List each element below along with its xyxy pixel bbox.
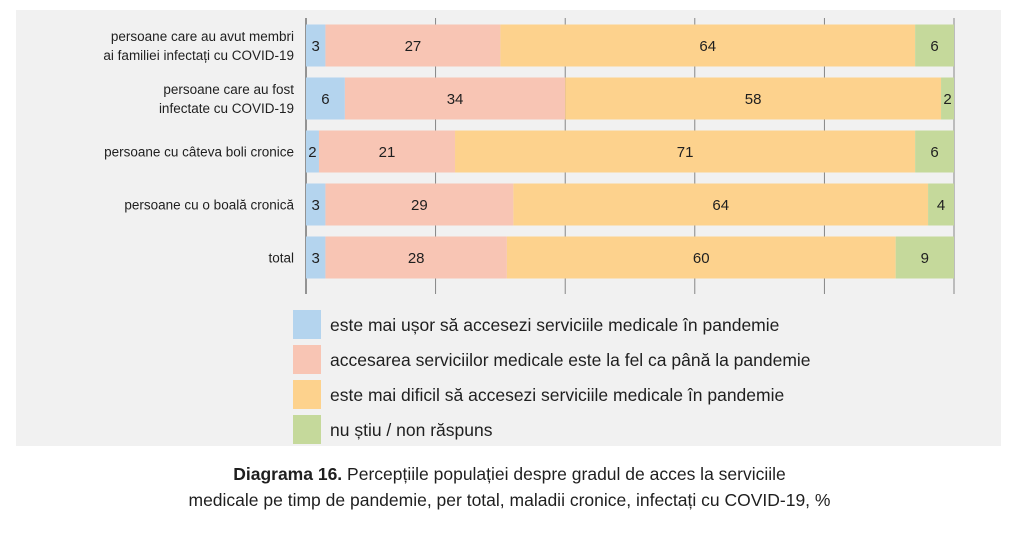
category-label: total — [268, 251, 294, 266]
data-label: 29 — [411, 197, 428, 214]
legend-label: este mai ușor să accesezi serviciile med… — [330, 315, 780, 335]
data-label: 28 — [408, 250, 425, 267]
caption-line-1: Percepțiile populației despre gradul de … — [347, 464, 786, 484]
bar-segment — [455, 130, 916, 173]
caption-label: Diagrama 16. — [233, 464, 343, 484]
figure-caption: Diagrama 16. Percepțiile populației desp… — [0, 461, 1019, 513]
bar-segment — [306, 77, 345, 120]
legend-swatch — [293, 310, 321, 339]
bar-segment — [306, 183, 326, 226]
bar-segment — [565, 77, 942, 120]
category-label: ai familiei infectați cu COVID-19 — [103, 48, 294, 63]
legend-swatch — [293, 380, 321, 409]
chart-panel: 3 27 64 6 persoane care au avut membri ai fam… — [16, 10, 1001, 446]
bar-segment — [344, 77, 566, 120]
data-label: 3 — [312, 38, 320, 55]
bar-segment — [513, 183, 929, 226]
bar-segment — [325, 183, 514, 226]
legend-swatch — [293, 415, 321, 444]
bar-segment — [941, 77, 954, 120]
legend-swatch — [293, 345, 321, 374]
data-label: 4 — [937, 197, 945, 214]
bar-segment — [915, 130, 954, 173]
data-label: 3 — [312, 250, 320, 267]
data-label: 21 — [379, 144, 396, 161]
data-label: 58 — [745, 91, 762, 108]
bar-segment — [325, 24, 501, 67]
bar-segment — [306, 236, 326, 279]
bar-segment — [928, 183, 954, 226]
bar-segment — [318, 130, 456, 173]
category-label: persoane care au avut membri — [111, 29, 294, 44]
bar-segment — [895, 236, 954, 279]
legend-label: accesarea serviciilor medicale este la f… — [330, 350, 811, 370]
caption-line-2: medicale pe timp de pandemie, per total,… — [188, 490, 831, 510]
bar-segment — [506, 236, 896, 279]
data-label: 2 — [308, 144, 316, 161]
bar-segment — [915, 24, 954, 67]
data-label: 34 — [447, 91, 464, 108]
data-label: 6 — [321, 91, 329, 108]
category-label: infectate cu COVID-19 — [159, 101, 294, 116]
data-label: 2 — [943, 91, 951, 108]
data-label: 3 — [312, 197, 320, 214]
bar-segment — [325, 236, 507, 279]
category-label: persoane cu câteva boli cronice — [104, 145, 294, 160]
data-label: 60 — [693, 250, 710, 267]
bar-segment — [306, 24, 326, 67]
data-label: 6 — [930, 38, 938, 55]
category-label: persoane care au fost — [163, 82, 294, 97]
category-label: persoane cu o boală cronică — [124, 198, 294, 213]
data-label: 6 — [930, 144, 938, 161]
bar-segment — [500, 24, 916, 67]
data-label: 71 — [677, 144, 694, 161]
data-label: 27 — [405, 38, 422, 55]
data-label: 64 — [699, 38, 716, 55]
legend-label: nu știu / non răspuns — [330, 420, 493, 440]
data-label: 9 — [921, 250, 929, 267]
bar-segment — [306, 130, 319, 173]
data-label: 64 — [712, 197, 729, 214]
legend-label: este mai dificil să accesezi serviciile … — [330, 385, 785, 405]
